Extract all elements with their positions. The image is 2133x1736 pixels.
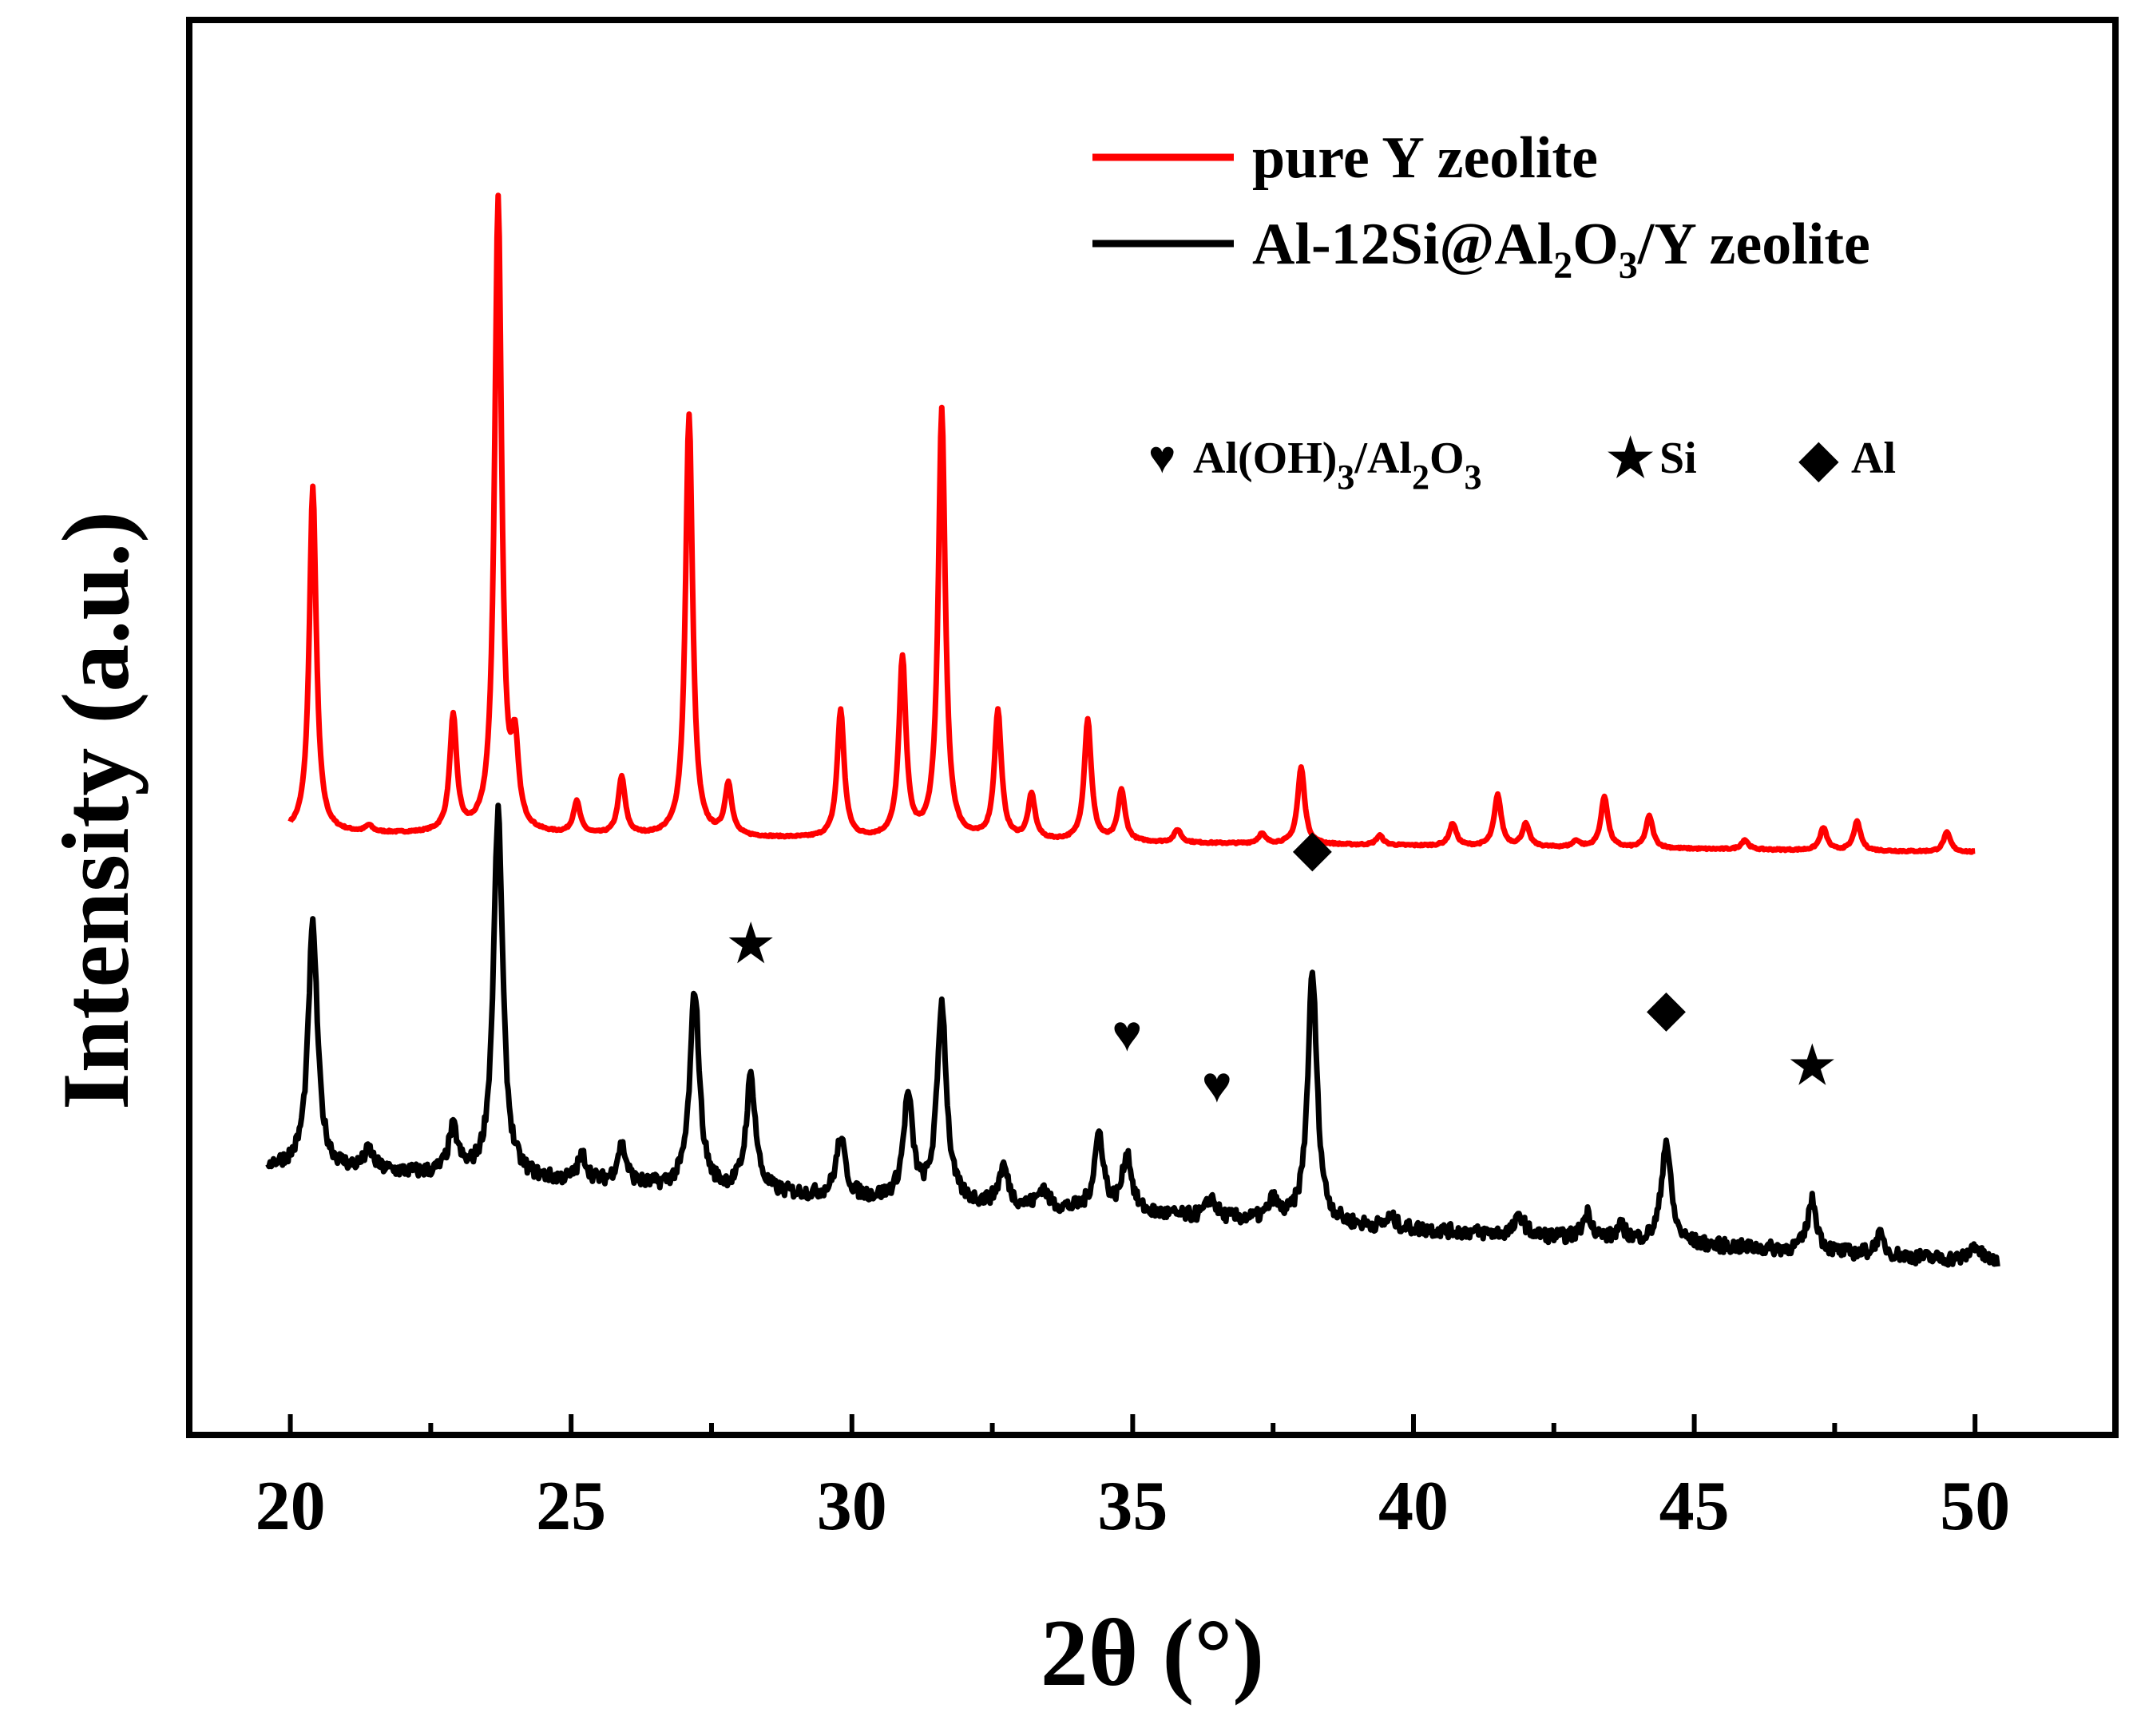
- series-layer: [265, 192, 2000, 1268]
- star-icon: ★: [1607, 430, 1654, 488]
- peak-annotations: ★ ♥ ♥ ◆ ◆ ★: [728, 819, 1835, 1113]
- y-axis-label: Intensity (a.u.): [42, 511, 149, 1110]
- star-marker-icon: ★: [1790, 1037, 1835, 1094]
- heart-marker-icon: ♥: [1202, 1056, 1232, 1113]
- star-marker-icon: ★: [728, 916, 774, 973]
- series-line-pure-y: [287, 192, 1977, 855]
- diamond-marker-icon: ◆: [1647, 980, 1687, 1036]
- x-axis-label: 2θ (°): [1041, 1599, 1265, 1706]
- legend-label-composite-part: Al-12Si@Al: [1252, 212, 1553, 277]
- heart-marker-icon: ♥: [1112, 1005, 1142, 1062]
- x-tick-label: 45: [1659, 1468, 1730, 1545]
- key-sub: 3: [1337, 458, 1354, 497]
- x-tick-label: 30: [817, 1468, 887, 1545]
- key-sub: 3: [1465, 458, 1482, 497]
- plot-frame: [186, 17, 2119, 1438]
- legend-label-composite-sub: 3: [1619, 244, 1638, 287]
- series-line-composite: [265, 803, 2000, 1268]
- x-tick-label: 35: [1097, 1468, 1168, 1545]
- x-axis-ticks: 20 25 30 35 40 45 50: [256, 1414, 2010, 1545]
- symbol-key-label-hydroxide: Al(OH)3/Al2O3: [1193, 434, 1482, 497]
- x-tick-label: 25: [536, 1468, 606, 1545]
- key-part: Al(OH): [1193, 434, 1337, 483]
- key-part: /Al: [1354, 434, 1412, 483]
- key-part: O: [1429, 434, 1465, 483]
- diamond-marker-icon: ◆: [1293, 819, 1333, 876]
- legend-label-composite-sub: 2: [1553, 244, 1572, 287]
- x-tick-label: 40: [1378, 1468, 1449, 1545]
- symbol-key: ♥ Al(OH)3/Al2O3 ★ Si ◆ Al: [1148, 430, 1896, 497]
- x-tick-label: 50: [1940, 1468, 2010, 1545]
- heart-icon: ♥: [1148, 431, 1176, 483]
- key-sub: 2: [1412, 458, 1429, 497]
- symbol-key-label-si: Si: [1659, 434, 1697, 483]
- legend-label-composite-part: /Y zeolite: [1637, 212, 1870, 277]
- x-tick-label: 20: [256, 1468, 326, 1545]
- legend-label-pure-y: pure Y zeolite: [1252, 125, 1598, 191]
- symbol-key-label-al: Al: [1851, 434, 1896, 483]
- legend: pure Y zeolite Al-12Si@Al2O3/Y zeolite: [1092, 125, 1870, 287]
- legend-label-composite-part: O: [1572, 212, 1619, 277]
- diamond-icon: ◆: [1798, 430, 1839, 488]
- legend-label-composite: Al-12Si@Al2O3/Y zeolite: [1252, 212, 1870, 287]
